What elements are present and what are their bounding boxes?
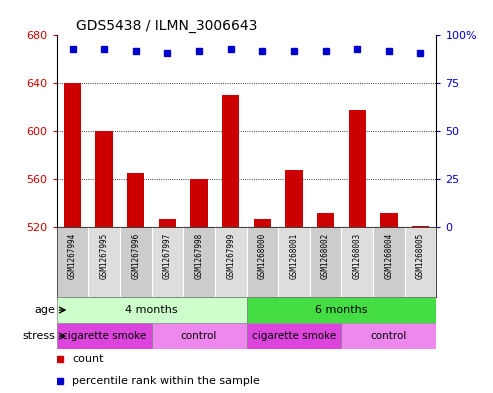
Text: 6 months: 6 months <box>315 305 368 315</box>
Bar <box>152 323 246 349</box>
Bar <box>285 169 303 227</box>
Text: GSM1268004: GSM1268004 <box>385 233 393 279</box>
Text: age: age <box>34 305 55 315</box>
Bar <box>215 227 246 297</box>
Bar <box>373 227 405 297</box>
Bar <box>183 227 215 297</box>
Bar <box>341 227 373 297</box>
Text: GSM1267998: GSM1267998 <box>195 233 204 279</box>
Bar <box>278 227 310 297</box>
Bar <box>310 227 341 297</box>
Bar <box>317 213 334 227</box>
Text: cigarette smoke: cigarette smoke <box>252 331 336 341</box>
Bar <box>96 131 113 227</box>
Bar <box>253 219 271 227</box>
Text: GSM1268002: GSM1268002 <box>321 233 330 279</box>
Text: GSM1267999: GSM1267999 <box>226 233 235 279</box>
Bar <box>88 227 120 297</box>
Text: GSM1267994: GSM1267994 <box>68 233 77 279</box>
Text: GSM1267995: GSM1267995 <box>100 233 108 279</box>
Text: control: control <box>371 331 407 341</box>
Text: GSM1268000: GSM1268000 <box>258 233 267 279</box>
Text: percentile rank within the sample: percentile rank within the sample <box>72 376 260 386</box>
Bar <box>246 297 436 323</box>
Bar <box>57 297 246 323</box>
Bar <box>405 227 436 297</box>
Bar <box>380 213 397 227</box>
Text: cigarette smoke: cigarette smoke <box>62 331 146 341</box>
Bar <box>57 227 88 297</box>
Text: GDS5438 / ILMN_3006643: GDS5438 / ILMN_3006643 <box>76 19 257 33</box>
Text: GSM1267996: GSM1267996 <box>131 233 141 279</box>
Bar <box>349 110 366 227</box>
Bar <box>120 227 152 297</box>
Bar <box>246 323 341 349</box>
Bar <box>222 95 240 227</box>
Text: GSM1267997: GSM1267997 <box>163 233 172 279</box>
Text: control: control <box>181 331 217 341</box>
Text: GSM1268005: GSM1268005 <box>416 233 425 279</box>
Bar <box>190 179 208 227</box>
Bar <box>159 219 176 227</box>
Bar <box>341 323 436 349</box>
Bar <box>152 227 183 297</box>
Bar <box>64 83 81 227</box>
Text: count: count <box>72 354 104 364</box>
Text: GSM1268001: GSM1268001 <box>289 233 298 279</box>
Text: GSM1268003: GSM1268003 <box>352 233 362 279</box>
Bar <box>246 227 278 297</box>
Text: stress: stress <box>22 331 55 341</box>
Bar <box>127 173 144 227</box>
Bar <box>412 226 429 227</box>
Bar <box>57 323 152 349</box>
Text: 4 months: 4 months <box>125 305 178 315</box>
